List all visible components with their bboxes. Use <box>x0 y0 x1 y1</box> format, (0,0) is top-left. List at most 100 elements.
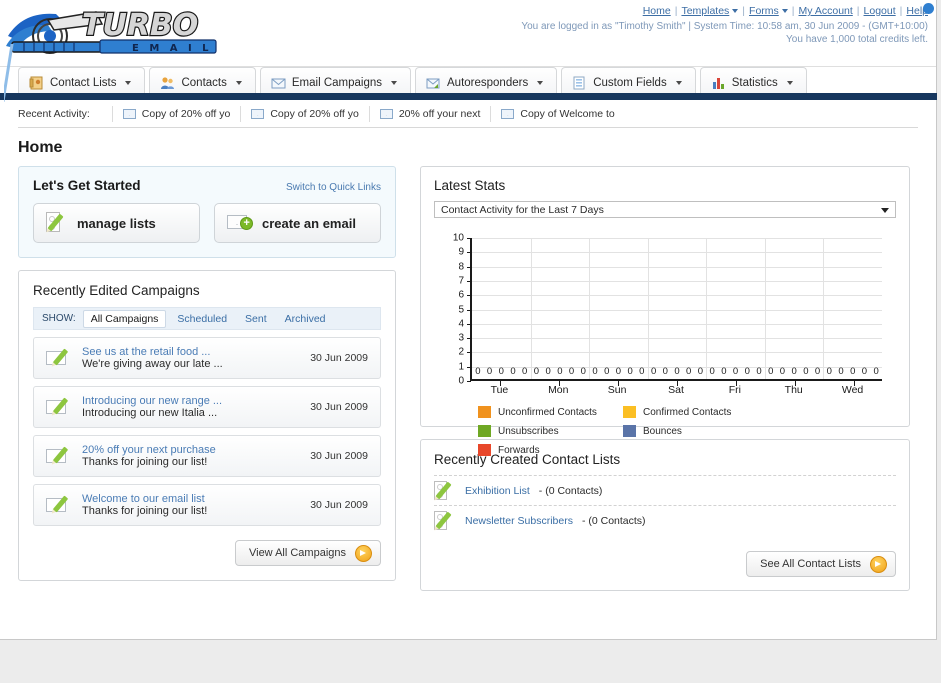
nav-statistics[interactable]: Statistics <box>699 67 807 97</box>
chart-x-tick <box>558 381 560 386</box>
chart-y-tick <box>467 381 471 382</box>
recent-activity-item[interactable]: Copy of 20% off yo <box>111 105 241 122</box>
divider: | <box>899 5 903 17</box>
chart-gridline-vertical <box>530 238 532 379</box>
recent-activity-item[interactable]: Copy of 20% off yo <box>240 105 369 122</box>
chart-x-tick-label: Sat <box>668 384 684 396</box>
top-link-forms[interactable]: Forms <box>749 5 779 17</box>
top-nav-links[interactable]: Home | Templates | Forms | My Account | Logout | H… <box>643 5 928 17</box>
chart-bar-value: 0 <box>826 366 832 377</box>
chart-gridline <box>472 266 882 268</box>
chart-bar-value: 0 <box>545 366 551 377</box>
chart-gridline-vertical <box>706 238 708 379</box>
recent-activity-item-label: Copy of 20% off yo <box>270 107 359 120</box>
chart-x-tick <box>795 381 797 386</box>
chart-legend-item: Bounces <box>623 425 768 437</box>
see-all-contact-lists-button[interactable]: See All Contact Lists <box>746 551 896 577</box>
mail-add-icon: + <box>227 213 253 233</box>
campaign-row[interactable]: 20% off your next purchase Thanks for jo… <box>33 435 381 477</box>
arrow-right-icon <box>355 544 372 562</box>
contact-list-name[interactable]: Exhibition List <box>465 484 530 497</box>
latest-stats-panel: Latest Stats Contact Activity for the La… <box>420 166 910 456</box>
chevron-down-icon <box>391 80 397 85</box>
chart-x-labels: Tue Mon Sun Sat Fri Thu Wed <box>470 384 882 396</box>
stats-range-select[interactable]: Contact Activity for the Last 7 Days <box>434 201 896 218</box>
filter-all-campaigns[interactable]: All Campaigns <box>82 309 167 328</box>
chart-gridline <box>472 295 882 297</box>
campaign-date: 30 Jun 2009 <box>310 499 368 511</box>
envelope-refresh-icon <box>426 76 441 90</box>
chart-bar-value: 0 <box>803 366 809 377</box>
contact-list-row[interactable]: Exhibition List - (0 Contacts) <box>434 475 896 505</box>
chevron-down-icon <box>235 80 242 85</box>
page-title: Home <box>18 139 63 156</box>
nav-contacts[interactable]: Contacts <box>149 67 256 97</box>
chart-y-tick-label: 5 <box>458 304 464 315</box>
recent-activity-item[interactable]: 20% off your next <box>368 105 491 122</box>
chart-bar-value: 0 <box>814 366 821 377</box>
campaign-title[interactable]: Welcome to our email list <box>82 493 205 505</box>
chart-gridline-vertical <box>589 238 591 379</box>
chart-bar-value: 0 <box>744 366 750 377</box>
arrow-right-icon <box>870 555 887 573</box>
campaign-title[interactable]: See us at the retail food ... <box>82 346 211 358</box>
chart-legend-swatch <box>623 425 636 437</box>
stats-range-value: Contact Activity for the Last 7 Days <box>441 204 604 216</box>
session-info: You are logged in as "Timothy Smith" | S… <box>521 20 928 46</box>
top-link-my-account[interactable]: My Account <box>798 5 853 17</box>
chart-y-tick-label: 0 <box>458 375 464 387</box>
chart-bar-value: 0 <box>768 366 774 377</box>
campaign-title[interactable]: 20% off your next purchase <box>82 444 216 456</box>
top-link-help[interactable]: Help <box>906 5 928 17</box>
nav-contact-lists[interactable]: Contact Lists <box>18 67 146 97</box>
nav-custom-fields[interactable]: Custom Fields <box>561 67 696 97</box>
recent-activity-item[interactable]: Copy of Welcome to <box>490 105 624 122</box>
form-fields-icon <box>572 76 587 90</box>
contact-list-name[interactable]: Newsletter Subscribers <box>465 514 573 527</box>
nav-email-campaigns[interactable]: Email Campaigns <box>259 67 411 97</box>
create-email-button[interactable]: + create an email <box>214 203 381 243</box>
contact-list-row[interactable]: Newsletter Subscribers - (0 Contacts) <box>434 505 896 535</box>
chart-gridline-vertical <box>647 238 649 379</box>
manage-lists-button[interactable]: manage lists <box>33 203 200 243</box>
top-link-home[interactable]: Home <box>642 5 671 17</box>
campaign-desc: Thanks for joining our list! <box>82 505 208 517</box>
filter-sent[interactable]: Sent <box>245 312 267 325</box>
nav-autoresponders[interactable]: Autoresponders <box>415 67 558 97</box>
envelope-icon <box>251 108 265 119</box>
chart-y-tick <box>467 323 471 325</box>
top-link-templates[interactable]: Templates <box>681 5 730 17</box>
chart-bar-value: 0 <box>580 366 586 377</box>
chart-bar-value: 0 <box>756 366 762 377</box>
chart-gridline <box>472 366 882 368</box>
app-shell: TURBO E M A I L Home | Templates | Forms | My … <box>0 0 937 640</box>
campaign-row[interactable]: Introducing our new range ... Introducin… <box>33 386 381 428</box>
envelope-icon <box>271 76 286 90</box>
view-all-campaigns-button[interactable]: View All Campaigns <box>234 540 381 566</box>
campaign-title[interactable]: Introducing our new range ... <box>82 395 223 407</box>
campaign-row[interactable]: See us at the retail food ... We're givi… <box>33 337 381 379</box>
accent-swoosh <box>4 44 18 102</box>
turbo-email-logo: TURBO E M A I L <box>4 2 229 62</box>
contact-list-count: - (0 Contacts) <box>538 484 603 497</box>
chart-x-tick <box>499 381 501 386</box>
switch-to-quick-links[interactable]: Switch to Quick Links <box>285 182 381 193</box>
top-link-logout[interactable]: Logout <box>863 5 896 17</box>
latest-stats-title: Latest Stats <box>434 178 506 193</box>
chart-y-tick-label: 7 <box>458 275 464 287</box>
chart-y-tick <box>467 252 471 254</box>
content-columns: Let's Get Started Switch to Quick Links … <box>18 166 918 591</box>
envelope-icon <box>379 108 393 119</box>
campaign-row[interactable]: Welcome to our email list Thanks for joi… <box>33 484 381 526</box>
help-dot-icon <box>923 3 934 14</box>
filter-archived[interactable]: Archived <box>284 312 326 325</box>
contact-list-count: - (0 Contacts) <box>581 514 646 527</box>
chart-y-tick <box>467 266 471 268</box>
chart-legend-item: Confirmed Contacts <box>623 406 768 418</box>
list-edit-icon <box>434 509 456 533</box>
filter-scheduled[interactable]: Scheduled <box>177 312 228 325</box>
chart-bar-value: 0 <box>686 366 692 377</box>
chart-y-tick-label: 8 <box>458 261 464 273</box>
